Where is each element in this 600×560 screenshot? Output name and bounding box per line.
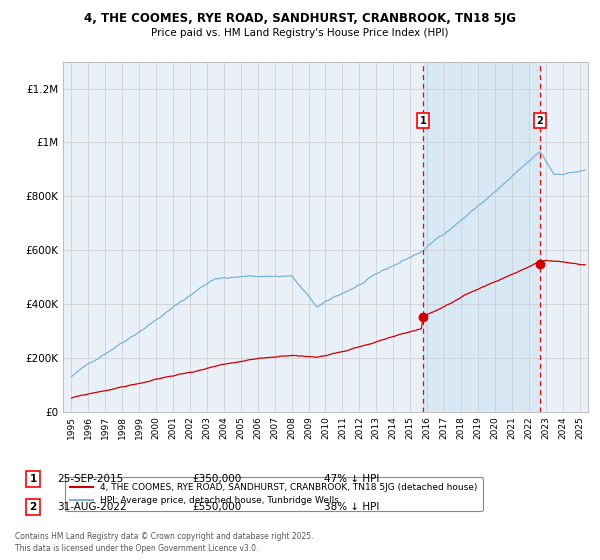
Text: 31-AUG-2022: 31-AUG-2022 <box>57 502 127 512</box>
Text: £350,000: £350,000 <box>192 474 241 484</box>
Legend: 4, THE COOMES, RYE ROAD, SANDHURST, CRANBROOK, TN18 5JG (detached house), HPI: A: 4, THE COOMES, RYE ROAD, SANDHURST, CRAN… <box>65 477 483 511</box>
Text: 1: 1 <box>419 116 426 126</box>
Text: 47% ↓ HPI: 47% ↓ HPI <box>324 474 379 484</box>
Text: 2: 2 <box>29 502 37 512</box>
Text: 4, THE COOMES, RYE ROAD, SANDHURST, CRANBROOK, TN18 5JG: 4, THE COOMES, RYE ROAD, SANDHURST, CRAN… <box>84 12 516 25</box>
Text: 1: 1 <box>29 474 37 484</box>
Text: 2: 2 <box>536 116 544 126</box>
Text: 38% ↓ HPI: 38% ↓ HPI <box>324 502 379 512</box>
Text: 25-SEP-2015: 25-SEP-2015 <box>57 474 123 484</box>
Text: Price paid vs. HM Land Registry's House Price Index (HPI): Price paid vs. HM Land Registry's House … <box>151 28 449 38</box>
Bar <box>423 62 540 412</box>
Text: £550,000: £550,000 <box>192 502 241 512</box>
Text: Contains HM Land Registry data © Crown copyright and database right 2025.
This d: Contains HM Land Registry data © Crown c… <box>15 533 314 553</box>
